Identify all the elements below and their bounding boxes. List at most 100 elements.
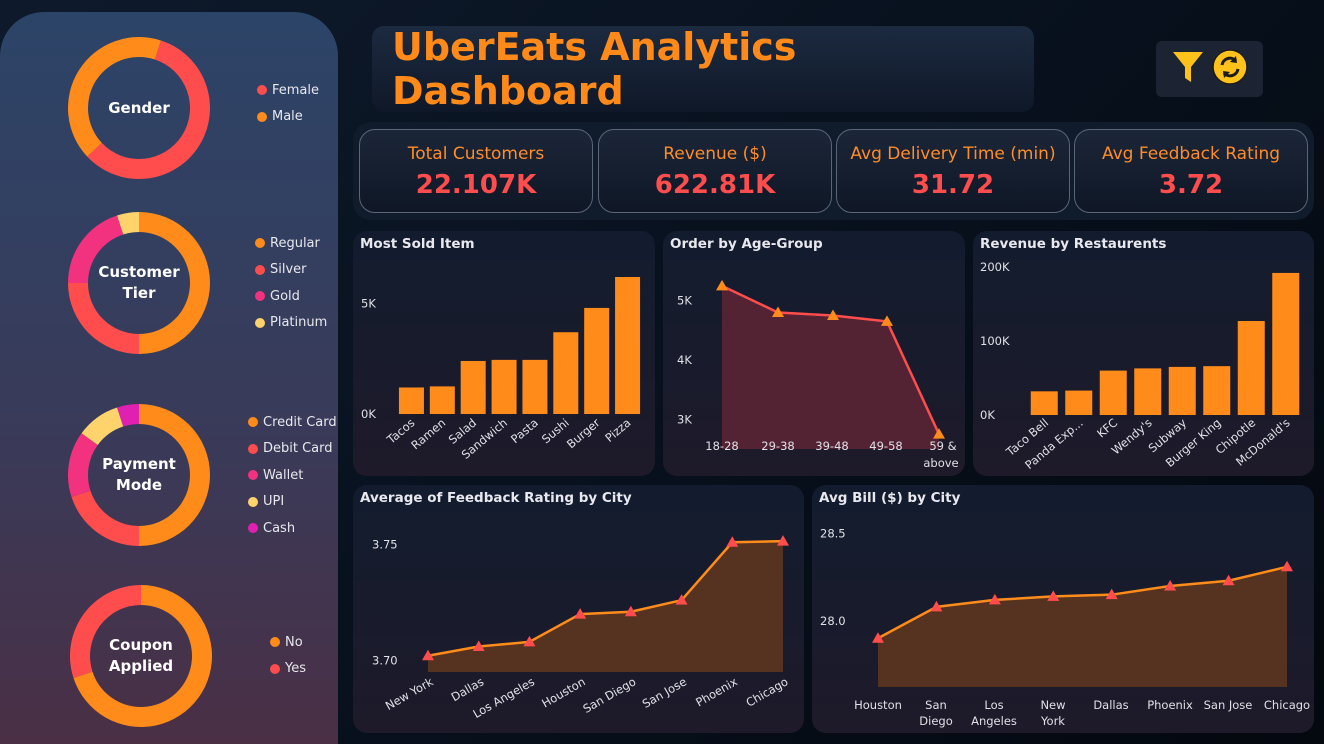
bar-chipotle[interactable]: [1237, 321, 1265, 415]
point-4[interactable]: [933, 428, 945, 439]
legend-item[interactable]: Regular: [255, 230, 327, 257]
bar-burger-king[interactable]: [1203, 366, 1231, 415]
bar-subway[interactable]: [1168, 366, 1196, 415]
payment-slice-cash[interactable]: [117, 404, 139, 427]
tier-slice-platinum[interactable]: [117, 212, 139, 235]
legend-item[interactable]: Yes: [270, 656, 306, 683]
point-2[interactable]: [988, 593, 1001, 605]
bar-pizza[interactable]: [615, 277, 641, 414]
legend-dot: [257, 111, 267, 122]
point-0[interactable]: [716, 279, 728, 291]
payment-slice-wallet[interactable]: [68, 433, 98, 497]
point-3[interactable]: [881, 315, 893, 326]
kpi-avg-feedback-rating[interactable]: Avg Feedback Rating 3.72: [1074, 129, 1308, 213]
bar-taco-bell[interactable]: [1030, 391, 1058, 415]
panel-title: Revenue by Restaurents: [980, 236, 1167, 252]
point-7[interactable]: [777, 535, 789, 546]
tier-slice-regular[interactable]: [139, 212, 210, 354]
avg-bill-by-city-chart[interactable]: 28.5 28.0 Houston San Diego Los Angeles New York…: [812, 485, 1314, 733]
bar-ramen[interactable]: [429, 386, 455, 414]
y-tick-label: 3K: [677, 412, 692, 426]
point-5[interactable]: [675, 594, 688, 605]
tier-slice-gold[interactable]: [68, 215, 124, 283]
point-1[interactable]: [772, 306, 784, 318]
filter-icon[interactable]: [1171, 49, 1205, 89]
area-fill: [878, 566, 1287, 687]
x-tick-label: Diego: [919, 714, 952, 728]
point-0[interactable]: [872, 632, 884, 643]
payment-mode-donut[interactable]: Payment Mode: [68, 404, 210, 546]
avg-bill-by-city-panel: 28.5 28.0 Houston San Diego Los Angeles New York…: [812, 485, 1314, 733]
gender-slice-female[interactable]: [87, 40, 210, 179]
legend-label: Credit Card: [263, 414, 337, 430]
bar-mcdonald-s[interactable]: [1272, 272, 1300, 415]
payment-slice-upi[interactable]: [81, 407, 124, 446]
bar-sandwich[interactable]: [491, 359, 517, 414]
point-6[interactable]: [1222, 574, 1235, 586]
point-6[interactable]: [726, 536, 739, 547]
gender-donut[interactable]: Gender: [68, 37, 210, 179]
point-1[interactable]: [930, 600, 943, 612]
legend-item[interactable]: Debit Card: [248, 436, 337, 463]
dashboard-title-box: UberEats Analytics Dashboard: [372, 25, 1034, 113]
legend-item[interactable]: Silver: [255, 257, 327, 284]
kpi-avg-delivery-time[interactable]: Avg Delivery Time (min) 31.72: [836, 129, 1070, 213]
point-1[interactable]: [472, 640, 485, 652]
legend-item[interactable]: Male: [257, 104, 319, 131]
legend-dot: [255, 264, 265, 275]
x-tick-label: 18-28: [705, 439, 738, 453]
toolbar-icons: [1156, 41, 1263, 97]
kpi-total-customers[interactable]: Total Customers 22.107K: [359, 129, 593, 213]
legend-item[interactable]: No: [270, 629, 306, 656]
payment-slice-credit-card[interactable]: [139, 404, 210, 546]
bar-wendy-s[interactable]: [1134, 368, 1162, 415]
bar-sushi[interactable]: [553, 332, 579, 414]
customer-tier-donut[interactable]: Customer Tier: [68, 212, 210, 354]
kpi-label: Revenue ($): [663, 144, 767, 164]
y-tick-label: 28.5: [820, 527, 846, 541]
kpi-revenue[interactable]: Revenue ($) 622.81K: [598, 129, 832, 213]
legend-item[interactable]: Platinum: [255, 310, 327, 337]
legend-item[interactable]: UPI: [248, 489, 337, 516]
legend-item[interactable]: Cash: [248, 515, 337, 542]
tier-slice-silver[interactable]: [68, 283, 139, 354]
x-tick-label: Los: [984, 698, 1003, 712]
feedback-rating-by-city-panel: 3.75 3.70 New York Dallas Los Angeles Houston…: [353, 485, 804, 733]
point-0[interactable]: [422, 649, 434, 661]
y-tick-label: 0K: [980, 408, 995, 422]
bar-burger[interactable]: [584, 307, 610, 414]
point-3[interactable]: [1047, 590, 1060, 601]
legend-label: UPI: [263, 494, 285, 510]
coupon-slice-yes[interactable]: [70, 585, 141, 678]
most-sold-item-chart[interactable]: 0K5KTacosRamenSaladSandwichPastaSushiBur…: [353, 231, 655, 476]
area-fill: [428, 541, 783, 672]
point-4[interactable]: [1105, 588, 1118, 600]
gender-slice-male[interactable]: [68, 37, 161, 157]
bar-pasta[interactable]: [522, 359, 548, 414]
point-4[interactable]: [624, 605, 637, 617]
legend-item[interactable]: Wallet: [248, 462, 337, 489]
bar-tacos[interactable]: [398, 387, 424, 414]
x-tick-label: Dallas: [1093, 698, 1128, 712]
coupon-applied-donut[interactable]: Coupon Applied: [70, 585, 212, 727]
point-2[interactable]: [827, 309, 839, 321]
bar-salad[interactable]: [460, 360, 486, 414]
legend-dot: [270, 663, 280, 674]
y-tick-label: 200K: [980, 260, 1010, 274]
point-7[interactable]: [1281, 560, 1293, 572]
point-3[interactable]: [574, 608, 587, 619]
bar-kfc[interactable]: [1099, 370, 1127, 415]
order-by-age-group-chart[interactable]: 5K 4K 3K 18-28 29-38 39-48 49-58 59 & above: [663, 231, 965, 476]
bar-panda-exp-[interactable]: [1065, 390, 1093, 415]
legend-dot: [248, 523, 258, 534]
point-2[interactable]: [523, 635, 536, 647]
refresh-icon[interactable]: [1211, 48, 1249, 90]
point-5[interactable]: [1164, 579, 1177, 591]
payment-slice-debit-card[interactable]: [71, 490, 139, 546]
legend-item[interactable]: Female: [257, 77, 319, 104]
legend-item[interactable]: Gold: [255, 283, 327, 310]
y-tick-label: 100K: [980, 334, 1010, 348]
legend-item[interactable]: Credit Card: [248, 409, 337, 436]
